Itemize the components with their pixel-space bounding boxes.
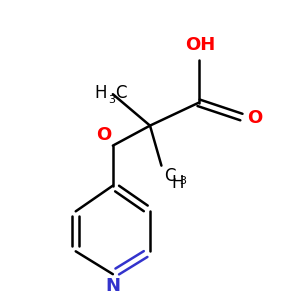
Text: C: C (164, 167, 176, 185)
Text: H: H (171, 174, 184, 192)
Text: O: O (247, 110, 262, 128)
Text: N: N (105, 277, 120, 295)
Text: OH: OH (185, 36, 215, 54)
Text: O: O (96, 126, 111, 144)
Text: 3: 3 (179, 176, 186, 187)
Text: 3: 3 (109, 95, 116, 106)
Text: H: H (94, 84, 107, 102)
Text: C: C (115, 84, 127, 102)
